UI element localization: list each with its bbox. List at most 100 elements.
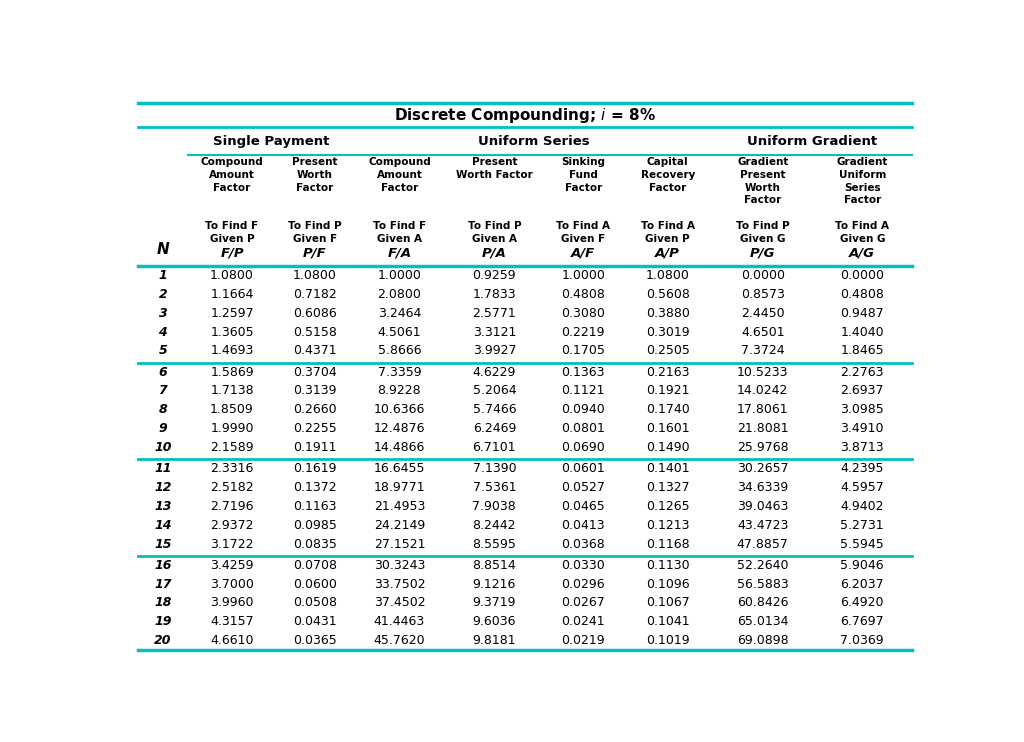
Text: 0.0835: 0.0835 — [293, 538, 337, 551]
Text: 2.7196: 2.7196 — [210, 500, 254, 513]
Text: 5.5945: 5.5945 — [841, 538, 884, 551]
Text: 2.4450: 2.4450 — [741, 306, 784, 320]
Text: 7.3359: 7.3359 — [378, 366, 421, 378]
Text: 12: 12 — [155, 481, 172, 494]
Text: 0.0690: 0.0690 — [561, 441, 605, 454]
Text: To Find F
Given P: To Find F Given P — [206, 221, 259, 244]
Text: 0.3880: 0.3880 — [646, 306, 689, 320]
Text: 2.5182: 2.5182 — [210, 481, 254, 494]
Text: 0.0241: 0.0241 — [561, 615, 605, 628]
Text: 0.0431: 0.0431 — [293, 615, 337, 628]
Text: 0.1096: 0.1096 — [646, 577, 689, 591]
Text: To Find P
Given F: To Find P Given F — [288, 221, 342, 244]
Text: 12.4876: 12.4876 — [374, 422, 425, 436]
Text: 4.9402: 4.9402 — [841, 500, 884, 513]
Text: 9.6036: 9.6036 — [473, 615, 516, 628]
Text: 4.5957: 4.5957 — [841, 481, 884, 494]
Text: 0.5158: 0.5158 — [293, 326, 337, 338]
Text: 21.8081: 21.8081 — [737, 422, 788, 436]
Text: 9: 9 — [159, 422, 167, 436]
Text: 14.0242: 14.0242 — [737, 384, 788, 398]
Text: Present
Worth Factor: Present Worth Factor — [456, 157, 532, 180]
Text: 60.8426: 60.8426 — [737, 597, 788, 609]
Text: 10.5233: 10.5233 — [737, 366, 788, 378]
Text: 7.3724: 7.3724 — [741, 344, 784, 358]
Text: 0.4371: 0.4371 — [293, 344, 337, 358]
Text: 0.2660: 0.2660 — [293, 404, 337, 416]
Text: 37.4502: 37.4502 — [374, 597, 425, 609]
Text: 43.4723: 43.4723 — [737, 519, 788, 532]
Text: 1.0800: 1.0800 — [646, 269, 689, 282]
Text: 0.1490: 0.1490 — [646, 441, 689, 454]
Text: 1.0800: 1.0800 — [293, 269, 337, 282]
Text: 8.2442: 8.2442 — [473, 519, 516, 532]
Text: 5.2731: 5.2731 — [841, 519, 884, 532]
Text: 0.1401: 0.1401 — [646, 462, 689, 475]
Text: 0.4808: 0.4808 — [561, 288, 605, 301]
Text: 30.2657: 30.2657 — [737, 462, 788, 475]
Text: 1.4040: 1.4040 — [841, 326, 884, 338]
Text: 0.1911: 0.1911 — [293, 441, 337, 454]
Text: 6.2469: 6.2469 — [473, 422, 516, 436]
Text: 11: 11 — [155, 462, 172, 475]
Text: 17: 17 — [155, 577, 172, 591]
Text: 1.3605: 1.3605 — [210, 326, 254, 338]
Text: 0.0000: 0.0000 — [841, 269, 885, 282]
Text: 15: 15 — [155, 538, 172, 551]
Text: 2: 2 — [159, 288, 167, 301]
Text: 4.6610: 4.6610 — [210, 634, 254, 647]
Text: 3.0985: 3.0985 — [841, 404, 884, 416]
Text: 13: 13 — [155, 500, 172, 513]
Text: Uniform Gradient: Uniform Gradient — [748, 134, 878, 148]
Text: N: N — [157, 242, 169, 257]
Text: 1.0000: 1.0000 — [561, 269, 605, 282]
Text: 0.0296: 0.0296 — [561, 577, 605, 591]
Text: 1.0800: 1.0800 — [210, 269, 254, 282]
Text: 2.9372: 2.9372 — [210, 519, 254, 532]
Text: To Find A
Given G: To Find A Given G — [836, 221, 889, 244]
Text: 0.0219: 0.0219 — [561, 634, 605, 647]
Text: Gradient
Present
Worth
Factor: Gradient Present Worth Factor — [737, 157, 788, 206]
Text: 0.9487: 0.9487 — [841, 306, 884, 320]
Text: 0.1130: 0.1130 — [646, 559, 689, 572]
Text: 18: 18 — [155, 597, 172, 609]
Text: 56.5883: 56.5883 — [737, 577, 788, 591]
Text: 3.2464: 3.2464 — [378, 306, 421, 320]
Text: 7.5361: 7.5361 — [472, 481, 516, 494]
Text: 0.0940: 0.0940 — [561, 404, 605, 416]
Text: 41.4463: 41.4463 — [374, 615, 425, 628]
Text: 0.6086: 0.6086 — [293, 306, 337, 320]
Text: 3.9960: 3.9960 — [210, 597, 254, 609]
Text: 7.9038: 7.9038 — [472, 500, 516, 513]
Text: 16: 16 — [155, 559, 172, 572]
Text: 45.7620: 45.7620 — [374, 634, 425, 647]
Text: 0.3080: 0.3080 — [561, 306, 605, 320]
Text: Sinking
Fund
Factor: Sinking Fund Factor — [561, 157, 605, 193]
Text: Compound
Amount
Factor: Compound Amount Factor — [201, 157, 263, 193]
Text: 0.4808: 0.4808 — [841, 288, 884, 301]
Text: 3: 3 — [159, 306, 167, 320]
Text: 24.2149: 24.2149 — [374, 519, 425, 532]
Text: 6: 6 — [159, 366, 167, 378]
Text: 47.8857: 47.8857 — [736, 538, 788, 551]
Text: 2.1589: 2.1589 — [210, 441, 254, 454]
Text: A/F: A/F — [571, 246, 595, 259]
Text: A/G: A/G — [849, 246, 876, 259]
Text: To Find A
Given P: To Find A Given P — [641, 221, 694, 244]
Text: 1.9990: 1.9990 — [210, 422, 254, 436]
Text: 39.0463: 39.0463 — [737, 500, 788, 513]
Text: 0.0985: 0.0985 — [293, 519, 337, 532]
Text: 8.8514: 8.8514 — [472, 559, 516, 572]
Text: 0.0330: 0.0330 — [561, 559, 605, 572]
Text: 4: 4 — [159, 326, 167, 338]
Text: 10: 10 — [155, 441, 172, 454]
Text: 5: 5 — [159, 344, 167, 358]
Text: Capital
Recovery
Factor: Capital Recovery Factor — [641, 157, 695, 193]
Text: 3.1722: 3.1722 — [210, 538, 254, 551]
Text: 3.4910: 3.4910 — [841, 422, 884, 436]
Text: F/P: F/P — [220, 246, 244, 259]
Text: P/A: P/A — [482, 246, 507, 259]
Text: To Find P
Given G: To Find P Given G — [736, 221, 790, 244]
Text: 25.9768: 25.9768 — [737, 441, 788, 454]
Text: 6.4920: 6.4920 — [841, 597, 884, 609]
